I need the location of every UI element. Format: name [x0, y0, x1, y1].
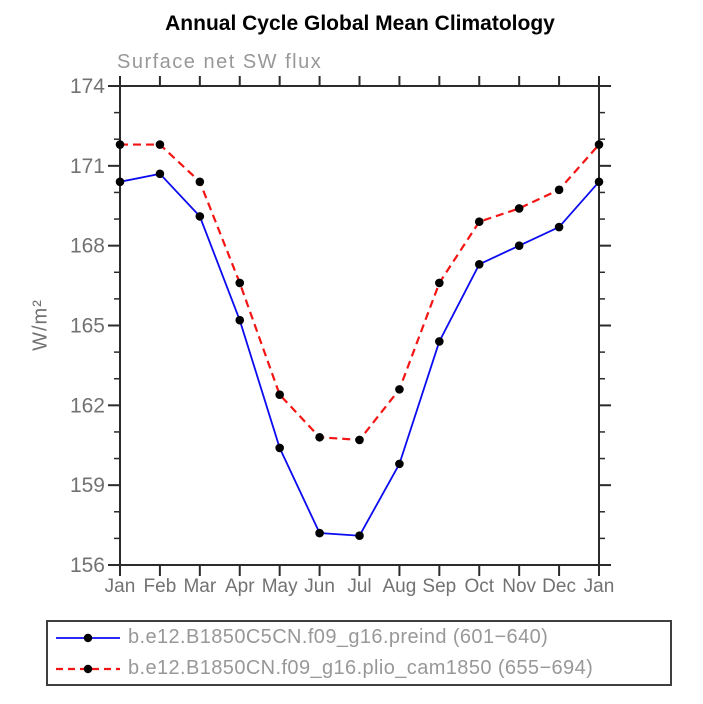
- x-tick-label: Aug: [383, 576, 417, 597]
- x-tick-label: Nov: [502, 576, 536, 597]
- y-axis-label: W/m²: [29, 299, 52, 351]
- data-point-marker-0: [594, 177, 604, 187]
- x-tick-label: Jan: [105, 576, 136, 597]
- legend-row-plio: b.e12.B1850CN.f09_g16.plio_cam1850 (655−…: [48, 655, 670, 683]
- x-tick-label: Mar: [183, 576, 216, 597]
- data-point-marker-0: [395, 459, 404, 469]
- data-point-marker-0: [195, 212, 205, 221]
- chart-subtitle: Surface net SW flux: [117, 51, 323, 73]
- x-tick-label: Jul: [347, 576, 371, 597]
- x-tick-label: Jun: [304, 576, 335, 597]
- y-tick-label: 156: [70, 554, 105, 577]
- series-line-0: [119, 172, 600, 537]
- legend-line-sample-dashed: [56, 664, 120, 673]
- data-point-marker-1: [395, 385, 404, 394]
- data-point-marker-1: [554, 185, 564, 195]
- data-point-marker-0: [275, 443, 284, 453]
- series-line-1: [120, 143, 600, 442]
- y-tick-label: 168: [70, 235, 105, 258]
- data-point-marker-1: [514, 204, 524, 213]
- data-point-marker-1: [115, 140, 125, 149]
- legend-marker-dot: [83, 633, 93, 642]
- y-tick-label: 159: [70, 474, 105, 497]
- data-point-marker-0: [514, 241, 524, 250]
- x-tick-label: Apr: [225, 576, 255, 597]
- x-tick-label: Feb: [144, 576, 177, 597]
- legend-label-plio: b.e12.B1850CN.f09_g16.plio_cam1850 (655−…: [128, 657, 594, 679]
- legend-marker-dot: [83, 664, 93, 673]
- legend-line-sample-solid: [56, 633, 120, 642]
- data-point-marker-1: [195, 177, 205, 187]
- x-tick-label: May: [262, 576, 298, 597]
- y-tick-label: 171: [70, 155, 105, 178]
- x-tick-label: Sep: [422, 576, 456, 597]
- x-tick-label: Jan: [584, 576, 615, 597]
- x-tick-label: Dec: [542, 576, 576, 597]
- legend-box: b.e12.B1850C5CN.f09_g16.preind (601−640)…: [46, 620, 672, 686]
- data-point-marker-0: [235, 315, 245, 325]
- data-point-marker-1: [315, 432, 324, 442]
- data-point-marker-1: [474, 217, 484, 227]
- data-point-marker-0: [315, 528, 324, 538]
- data-point-marker-1: [275, 390, 284, 399]
- data-point-marker-1: [355, 435, 364, 445]
- x-tick-label: Oct: [464, 576, 494, 597]
- data-point-marker-1: [594, 140, 604, 149]
- legend-row-preind: b.e12.B1850C5CN.f09_g16.preind (601−640): [48, 624, 670, 652]
- chart-title: Annual Cycle Global Mean Climatology: [165, 12, 555, 35]
- plot-frame: [119, 85, 600, 566]
- data-point-marker-1: [435, 278, 444, 288]
- legend-label-preind: b.e12.B1850C5CN.f09_g16.preind (601−640): [128, 626, 549, 648]
- data-point-marker-1: [235, 278, 245, 288]
- data-point-marker-0: [554, 222, 564, 232]
- data-point-marker-0: [155, 169, 165, 179]
- data-point-marker-0: [115, 177, 125, 187]
- data-point-marker-0: [435, 337, 444, 346]
- data-point-marker-0: [474, 259, 484, 269]
- y-tick-label: 174: [70, 75, 105, 98]
- y-tick-label: 162: [70, 394, 105, 417]
- data-point-marker-1: [155, 140, 165, 149]
- data-point-marker-0: [355, 531, 364, 541]
- y-tick-label: 165: [70, 315, 105, 338]
